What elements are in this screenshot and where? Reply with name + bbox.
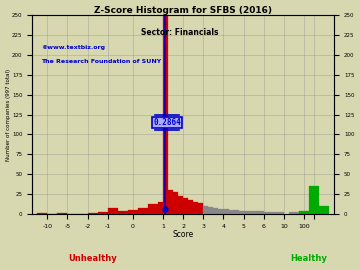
Bar: [249, 211, 254, 214]
X-axis label: Score: Score: [172, 230, 194, 239]
Bar: [229, 210, 234, 214]
Bar: [208, 207, 213, 214]
Bar: [264, 212, 269, 214]
Y-axis label: Number of companies (997 total): Number of companies (997 total): [5, 69, 10, 161]
Bar: [163, 15, 168, 214]
Bar: [158, 202, 163, 214]
Bar: [289, 212, 299, 214]
Bar: [148, 204, 158, 214]
Bar: [254, 211, 259, 214]
Text: The Research Foundation of SUNY: The Research Foundation of SUNY: [41, 59, 162, 64]
Bar: [128, 210, 138, 214]
Bar: [98, 212, 108, 214]
Bar: [138, 208, 148, 214]
Bar: [108, 208, 118, 214]
Title: Z-Score Histogram for SFBS (2016): Z-Score Histogram for SFBS (2016): [94, 6, 272, 15]
Text: Healthy: Healthy: [291, 254, 328, 262]
Bar: [178, 196, 183, 214]
Bar: [37, 213, 47, 214]
Bar: [188, 200, 193, 214]
Bar: [274, 212, 279, 214]
Bar: [57, 213, 67, 214]
Bar: [193, 202, 198, 214]
Text: Unhealthy: Unhealthy: [68, 254, 117, 262]
Text: Sector: Financials: Sector: Financials: [141, 28, 219, 37]
Bar: [224, 209, 229, 214]
Bar: [279, 212, 284, 214]
Bar: [269, 212, 274, 214]
Bar: [173, 192, 178, 214]
Text: 0.2864: 0.2864: [153, 118, 181, 127]
Bar: [183, 198, 188, 214]
Bar: [319, 206, 329, 214]
Bar: [244, 211, 249, 214]
Bar: [219, 209, 224, 214]
Bar: [234, 210, 239, 214]
Bar: [198, 203, 203, 214]
Bar: [118, 211, 128, 214]
Bar: [203, 206, 208, 214]
Text: ©www.textbiz.org: ©www.textbiz.org: [41, 45, 105, 50]
Bar: [309, 186, 319, 214]
Bar: [87, 213, 98, 214]
Bar: [213, 208, 219, 214]
Bar: [239, 211, 244, 214]
Bar: [259, 211, 264, 214]
Bar: [299, 211, 309, 214]
Bar: [168, 190, 173, 214]
